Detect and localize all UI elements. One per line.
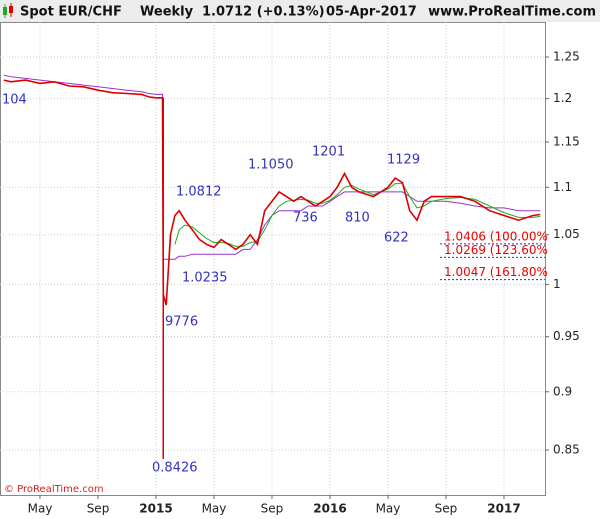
y-tick-label: 1.2 (553, 91, 572, 105)
price-line (3, 79, 541, 306)
price-line (3, 74, 541, 260)
annotation: 0.8426 (152, 461, 198, 476)
annotation: 1.0812 (176, 185, 222, 200)
chart-title: Spot EUR/CHF (20, 5, 122, 20)
annotation: 736 (293, 211, 318, 226)
x-tick-label: May (202, 502, 227, 516)
annotation: 810 (345, 211, 370, 226)
annotation: 1.1050 (248, 158, 294, 173)
plot-area (0, 22, 546, 496)
x-tick-label: 2017 (487, 502, 520, 516)
annotation: 1129 (387, 153, 420, 168)
annotation: 622 (384, 231, 409, 246)
y-tick-label: 1.1 (553, 180, 572, 194)
y-tick-label: 1.25 (553, 50, 580, 64)
annotation: 1201 (312, 145, 345, 160)
period: Weekly (140, 5, 194, 20)
y-tick-label: 1 (553, 277, 561, 291)
y-tick-label: 0.95 (553, 329, 580, 343)
source: www.ProRealTime.com (428, 5, 596, 20)
annotation: 9776 (165, 315, 198, 330)
y-tick-label: 1.15 (553, 134, 580, 148)
x-tick-label: 2015 (139, 502, 172, 516)
y-tick-label: 1.05 (553, 227, 580, 241)
y-tick-label: 0.9 (553, 384, 572, 398)
annotation: 1.0235 (182, 271, 228, 286)
x-tick-label: May (28, 502, 53, 516)
annotation: 104 (2, 93, 27, 108)
price-line (174, 183, 541, 247)
logo (3, 3, 13, 18)
copyright: © ProRealTime.com (4, 484, 104, 495)
y-tick-label: 0.85 (553, 443, 580, 457)
x-tick-label: May (376, 502, 401, 516)
level-label: 1.0269 (123.60% (444, 243, 548, 257)
x-tick-label: Sep (435, 502, 458, 516)
x-tick-label: Sep (87, 502, 110, 516)
x-tick-label: 2016 (313, 502, 346, 516)
level-label: 1.0047 (161.80% (444, 265, 548, 279)
last-price: 1.0712 (+0.13%) (202, 5, 325, 20)
date: 05-Apr-2017 (326, 5, 417, 20)
level-label: 1.0406 (100.00% (444, 229, 548, 243)
header-bar (0, 0, 600, 22)
x-tick-label: Sep (261, 502, 284, 516)
